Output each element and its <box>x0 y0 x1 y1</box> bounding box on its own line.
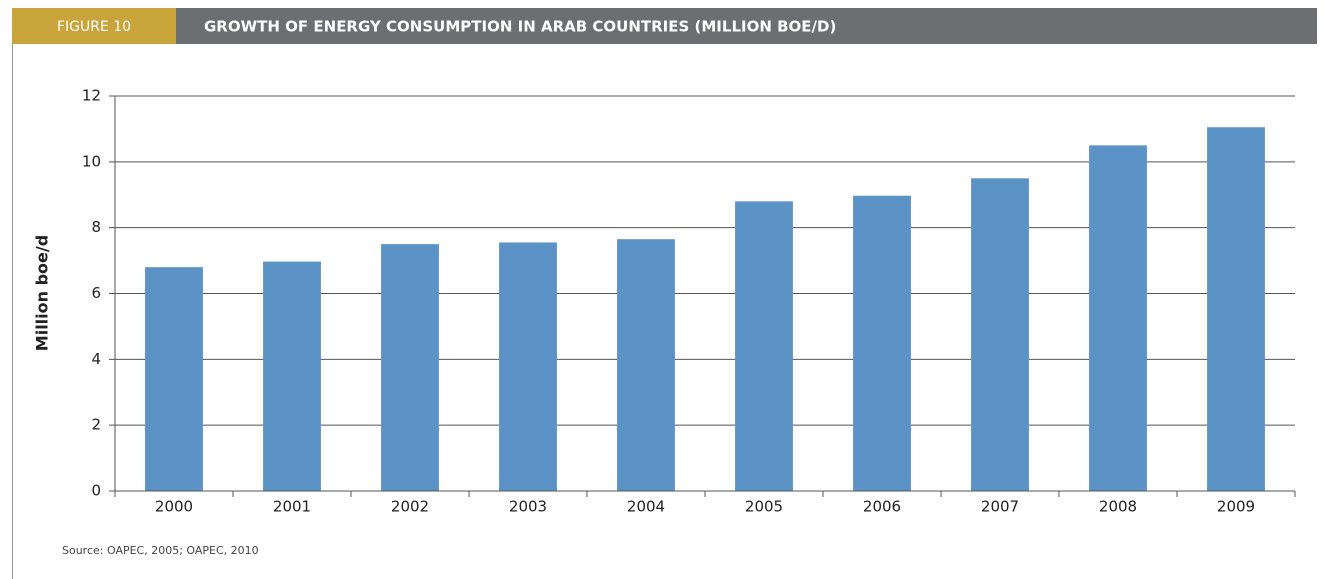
bar <box>499 242 557 491</box>
bar <box>1089 145 1147 491</box>
y-tick-label: 0 <box>91 482 101 500</box>
x-tick-label: 2008 <box>1099 498 1137 516</box>
x-tick-label: 2005 <box>745 498 783 516</box>
bar <box>263 261 321 491</box>
y-tick-label: 12 <box>82 87 101 105</box>
figure-label-box <box>12 8 176 44</box>
y-tick-label: 10 <box>82 152 101 170</box>
y-tick-label: 6 <box>91 284 101 302</box>
y-tick-label: 4 <box>91 350 101 368</box>
x-tick-label: 2001 <box>273 498 311 516</box>
bar <box>853 195 911 492</box>
y-tick-label: 2 <box>91 416 101 434</box>
bar <box>381 244 439 491</box>
x-tick-label: 2002 <box>391 498 429 516</box>
x-tick-label: 2004 <box>627 498 665 516</box>
header-bar <box>12 8 1317 44</box>
bar <box>617 239 675 491</box>
y-tick-label: 8 <box>91 218 101 236</box>
bar <box>1207 127 1265 491</box>
x-tick-label: 2007 <box>981 498 1019 516</box>
bar <box>971 178 1029 491</box>
bar <box>145 267 203 491</box>
chart-title: GROWTH OF ENERGY CONSUMPTION IN ARAB COU… <box>204 18 836 36</box>
x-tick-label: 2006 <box>863 498 901 516</box>
x-tick-label: 2003 <box>509 498 547 516</box>
bar <box>735 201 793 492</box>
source: Source: OAPEC, 2005; OAPEC, 2010 <box>62 544 259 557</box>
x-tick-label: 2000 <box>155 498 193 516</box>
y-axis-label: Million boe/d <box>33 235 52 351</box>
figure-label: FIGURE 10 <box>57 19 131 35</box>
x-tick-label: 2009 <box>1217 498 1255 516</box>
